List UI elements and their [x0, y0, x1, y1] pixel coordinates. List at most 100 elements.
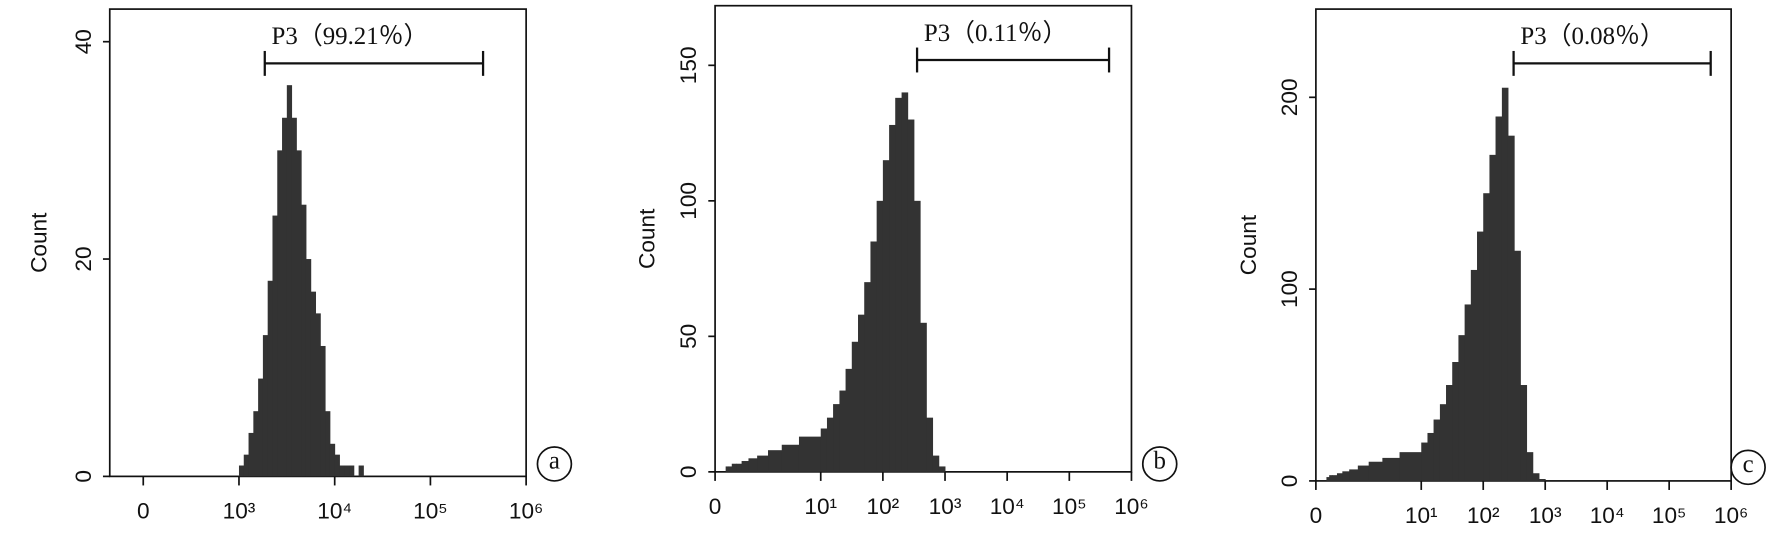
histogram-bar	[320, 345, 326, 477]
histogram-bar	[1526, 452, 1534, 481]
histogram-bar	[1427, 432, 1435, 481]
panel-label: b	[1154, 448, 1166, 475]
histogram-bar	[243, 454, 249, 477]
x-tick-label: 10¹	[1405, 503, 1438, 528]
x-tick-label: 10³	[1529, 503, 1562, 528]
histogram-bar	[1357, 465, 1370, 481]
histogram-bar	[833, 404, 840, 472]
histogram-bar	[757, 455, 769, 472]
histogram-bar	[728, 466, 733, 472]
x-tick-label: 10⁶	[1114, 494, 1148, 519]
x-tick-label: 10³	[929, 494, 962, 519]
x-tick-label: 10⁵	[413, 499, 448, 524]
x-tick-label: 0	[137, 499, 150, 524]
histogram-bar	[741, 461, 749, 472]
histogram-bar	[282, 117, 288, 477]
histogram-bar	[820, 428, 828, 472]
histogram-bar	[895, 97, 903, 472]
x-tick-label: 10³	[223, 499, 256, 524]
histogram-bar	[845, 368, 853, 472]
histogram-bar	[768, 450, 783, 472]
histogram-bar	[1501, 87, 1509, 481]
histogram-bar	[267, 280, 273, 477]
histogram-bar	[1538, 478, 1546, 481]
histogram-bar	[272, 215, 278, 477]
y-axis-label: Count	[1236, 214, 1261, 275]
y-axis-label: Count	[634, 208, 659, 269]
histogram-bar	[1329, 475, 1333, 481]
histogram-bar	[1520, 385, 1528, 481]
histogram-bar	[358, 465, 364, 477]
histogram-bar	[864, 282, 871, 472]
y-tick-label: 0	[71, 470, 96, 483]
histogram-bar	[1532, 473, 1540, 481]
histogram-bar	[329, 443, 336, 477]
x-tick-label: 10⁵	[1052, 494, 1087, 519]
gate-label: P3（99.21％）	[272, 22, 429, 50]
histogram-bar	[1382, 457, 1400, 481]
histogram-bar	[325, 411, 331, 477]
histogram-bar	[1507, 135, 1515, 481]
histogram-bar	[1458, 335, 1466, 481]
histogram-bar	[296, 150, 302, 477]
histogram-bar	[913, 200, 921, 472]
histogram-bar	[839, 390, 847, 472]
histogram-bar	[258, 378, 264, 477]
histogram-bar	[1464, 304, 1472, 481]
histogram-bar	[1399, 452, 1422, 481]
histogram-bar	[301, 204, 307, 477]
x-tick-label: 0	[1310, 503, 1323, 528]
gate-label: P3（0.11％）	[924, 19, 1068, 47]
histogram-bar	[1452, 361, 1459, 481]
histogram-bar	[736, 463, 743, 472]
y-tick-label: 150	[676, 46, 701, 84]
histogram-bar	[1439, 404, 1447, 481]
y-tick-label: 100	[676, 182, 701, 220]
histogram-bar	[339, 465, 345, 477]
y-tick-label: 0	[1277, 475, 1302, 488]
histogram-bar	[938, 466, 946, 472]
histogram-bar	[926, 417, 934, 472]
histogram-bar	[1368, 461, 1383, 481]
histogram-bar	[1421, 442, 1428, 481]
histogram-bar	[334, 454, 340, 477]
y-tick-label: 0	[676, 466, 701, 479]
histogram-bar	[1495, 116, 1503, 481]
histogram-bar	[870, 241, 878, 472]
histogram-bar	[731, 463, 737, 472]
histogram-bar	[315, 313, 321, 477]
panel-label: c	[1743, 451, 1754, 478]
x-tick-label: 0	[709, 494, 722, 519]
histogram-bar	[1446, 385, 1453, 481]
x-tick-label: 10¹	[804, 494, 837, 519]
histogram-bar	[858, 314, 865, 472]
histogram-bar	[889, 124, 896, 472]
histogram-bar	[1326, 477, 1330, 481]
histogram-bar	[344, 465, 350, 477]
histogram-bar	[798, 436, 822, 472]
histogram-bar	[277, 150, 283, 477]
histogram-bar	[238, 465, 245, 477]
histogram-bar	[901, 92, 909, 472]
y-tick-label: 50	[676, 324, 701, 349]
histogram-bar	[1514, 250, 1521, 481]
panel-badge	[1730, 449, 1766, 486]
y-tick-label: 100	[1277, 270, 1302, 308]
histogram-bar	[1349, 469, 1359, 481]
histogram-bar	[748, 458, 758, 472]
gate-label: P3（0.08％）	[1520, 22, 1664, 50]
histogram-bar	[725, 466, 729, 472]
histogram-bar	[826, 417, 834, 472]
y-tick-label: 40	[71, 29, 96, 54]
histogram-bar	[1489, 154, 1496, 481]
histogram-bar	[1477, 231, 1484, 481]
histogram-bar	[253, 411, 259, 477]
histogram-bar	[305, 259, 312, 477]
x-tick-label: 10²	[1467, 503, 1500, 528]
histogram-bar	[932, 455, 940, 472]
histogram-bar	[1483, 193, 1490, 481]
histogram-bar	[1342, 471, 1350, 481]
x-tick-label: 10²	[867, 494, 900, 519]
histogram-bar	[1332, 475, 1338, 481]
